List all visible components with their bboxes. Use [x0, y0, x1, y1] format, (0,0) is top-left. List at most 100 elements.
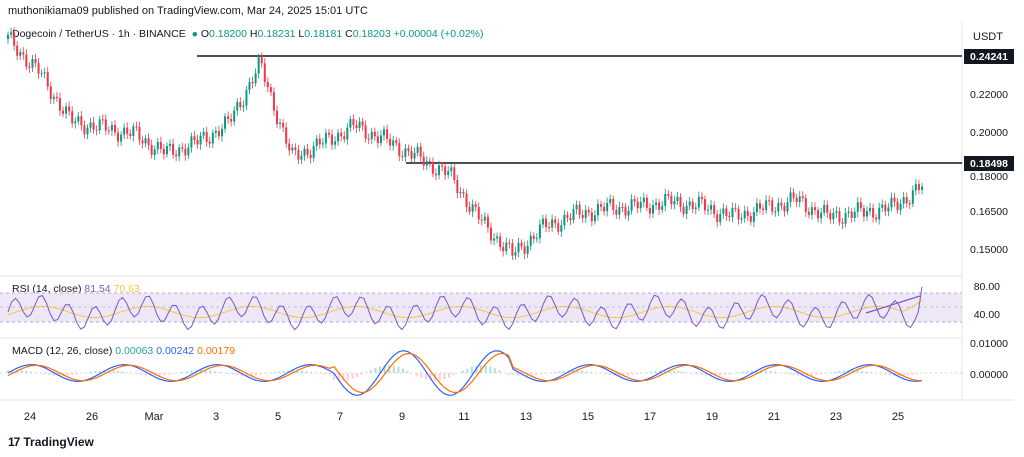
candle-body: [804, 198, 807, 212]
rsi-series: [7, 286, 923, 331]
candle-body: [337, 132, 340, 142]
tradingview-logo[interactable]: 17 TradingView: [8, 435, 94, 449]
macd-hist-bar: [181, 371, 184, 373]
time-label: 11: [458, 411, 469, 423]
candle-body: [667, 193, 670, 196]
candle-body: [691, 201, 694, 210]
candle-body: [279, 122, 282, 125]
tradingview-logo-icon: 17: [8, 435, 20, 449]
candle-body: [282, 122, 285, 128]
candle-body: [679, 196, 682, 207]
macd-title[interactable]: MACD (12, 26, close): [12, 345, 113, 357]
candle-body: [795, 197, 798, 203]
candle-body: [496, 236, 499, 239]
candle-body: [288, 143, 291, 151]
macd-hist-bar: [484, 365, 487, 373]
candle-body: [483, 216, 486, 221]
candle-body: [107, 130, 110, 132]
macd-hist-bar: [498, 370, 501, 373]
open-value: 0.18200: [209, 28, 247, 40]
candle-body: [52, 96, 55, 100]
macd-hist-bar: [585, 371, 588, 373]
macd-hist-bar: [392, 365, 395, 373]
candle-body: [276, 110, 279, 125]
macd-hist-bar: [447, 373, 450, 378]
candle-body: [710, 205, 713, 210]
macd-hist-bar: [209, 370, 212, 373]
candle-body: [462, 192, 465, 194]
candle-body: [248, 81, 251, 91]
candle-body: [355, 125, 358, 128]
candle-body: [872, 208, 875, 218]
macd-hist-bar: [774, 371, 777, 373]
macd-hist-bar: [140, 373, 143, 375]
macd-hist-bar: [700, 373, 703, 376]
macd-hist-bar: [819, 373, 822, 375]
macd-hist-bar: [420, 373, 423, 378]
macd-hist-bar: [631, 373, 634, 375]
candle-body: [327, 132, 330, 135]
candle-body: [578, 204, 581, 215]
rsi-title[interactable]: RSI (14, close): [12, 283, 82, 295]
candle-body: [875, 217, 878, 220]
candle-body: [838, 211, 841, 223]
macd-hist-bar: [672, 370, 675, 373]
candle-body: [725, 208, 728, 217]
macd-hist-bar: [865, 371, 868, 373]
macd-hist-bar: [227, 373, 230, 374]
candle-body: [376, 136, 379, 144]
price-axis-ticks: 0.22000 0.20000 0.18000 0.16500 0.15000: [970, 89, 1008, 256]
candle-body: [138, 127, 141, 141]
candle-body: [294, 147, 297, 151]
candle-body: [551, 219, 554, 228]
candle-body: [19, 52, 22, 56]
symbol-legend: Dogecoin / TetherUS · 1h · BINANCE ● O0.…: [12, 28, 484, 40]
candle-body: [367, 138, 370, 140]
candle-body: [272, 92, 275, 111]
candle-body: [386, 129, 389, 139]
candle-body: [10, 32, 13, 35]
candle-body: [862, 208, 865, 217]
resistance-label-box: [964, 49, 1014, 64]
candle-body: [92, 122, 95, 130]
macd-hist-bar: [769, 370, 772, 373]
macd-hist-bar: [429, 373, 432, 381]
candle-body: [755, 203, 758, 212]
candle-body: [600, 204, 603, 207]
candle-body: [624, 207, 627, 216]
candle-body: [129, 133, 132, 136]
macd-hist-bar: [121, 371, 124, 373]
candle-body: [331, 134, 334, 145]
candle-body: [609, 199, 612, 203]
macd-hist-bar: [879, 373, 882, 375]
macd-hist-bar: [29, 371, 32, 373]
macd-hist-bar: [668, 370, 671, 373]
candle-body: [407, 148, 410, 152]
candle-body: [630, 199, 633, 211]
candle-body: [263, 63, 266, 82]
candle-body: [58, 98, 61, 111]
candle-body: [25, 54, 28, 67]
macd-hist-bar: [319, 373, 322, 374]
candle-body: [471, 204, 474, 212]
candle-body: [606, 202, 609, 212]
candle-body: [612, 199, 615, 210]
candle-body: [340, 132, 343, 137]
high-value: 0.18231: [257, 28, 296, 40]
macd-hist-bar: [57, 373, 60, 376]
macd-hist-bar: [342, 373, 345, 381]
macd-hist-bar: [291, 370, 294, 373]
candle-body: [187, 147, 190, 156]
macd-hist-bar: [287, 370, 290, 373]
candle-body: [104, 119, 107, 131]
symbol-name[interactable]: Dogecoin / TetherUS · 1h · BINANCE: [12, 28, 186, 40]
candle-body: [74, 121, 77, 124]
time-axis: 24 26 Mar 3 5 7 9 11 13 15 17 19 21 23 25: [24, 411, 904, 423]
candle-body: [95, 129, 98, 131]
macd-hist-bar: [608, 373, 611, 376]
candle-body: [465, 193, 468, 208]
close-label: C: [345, 28, 353, 40]
candle-body: [422, 156, 425, 166]
candle-body: [156, 141, 159, 150]
